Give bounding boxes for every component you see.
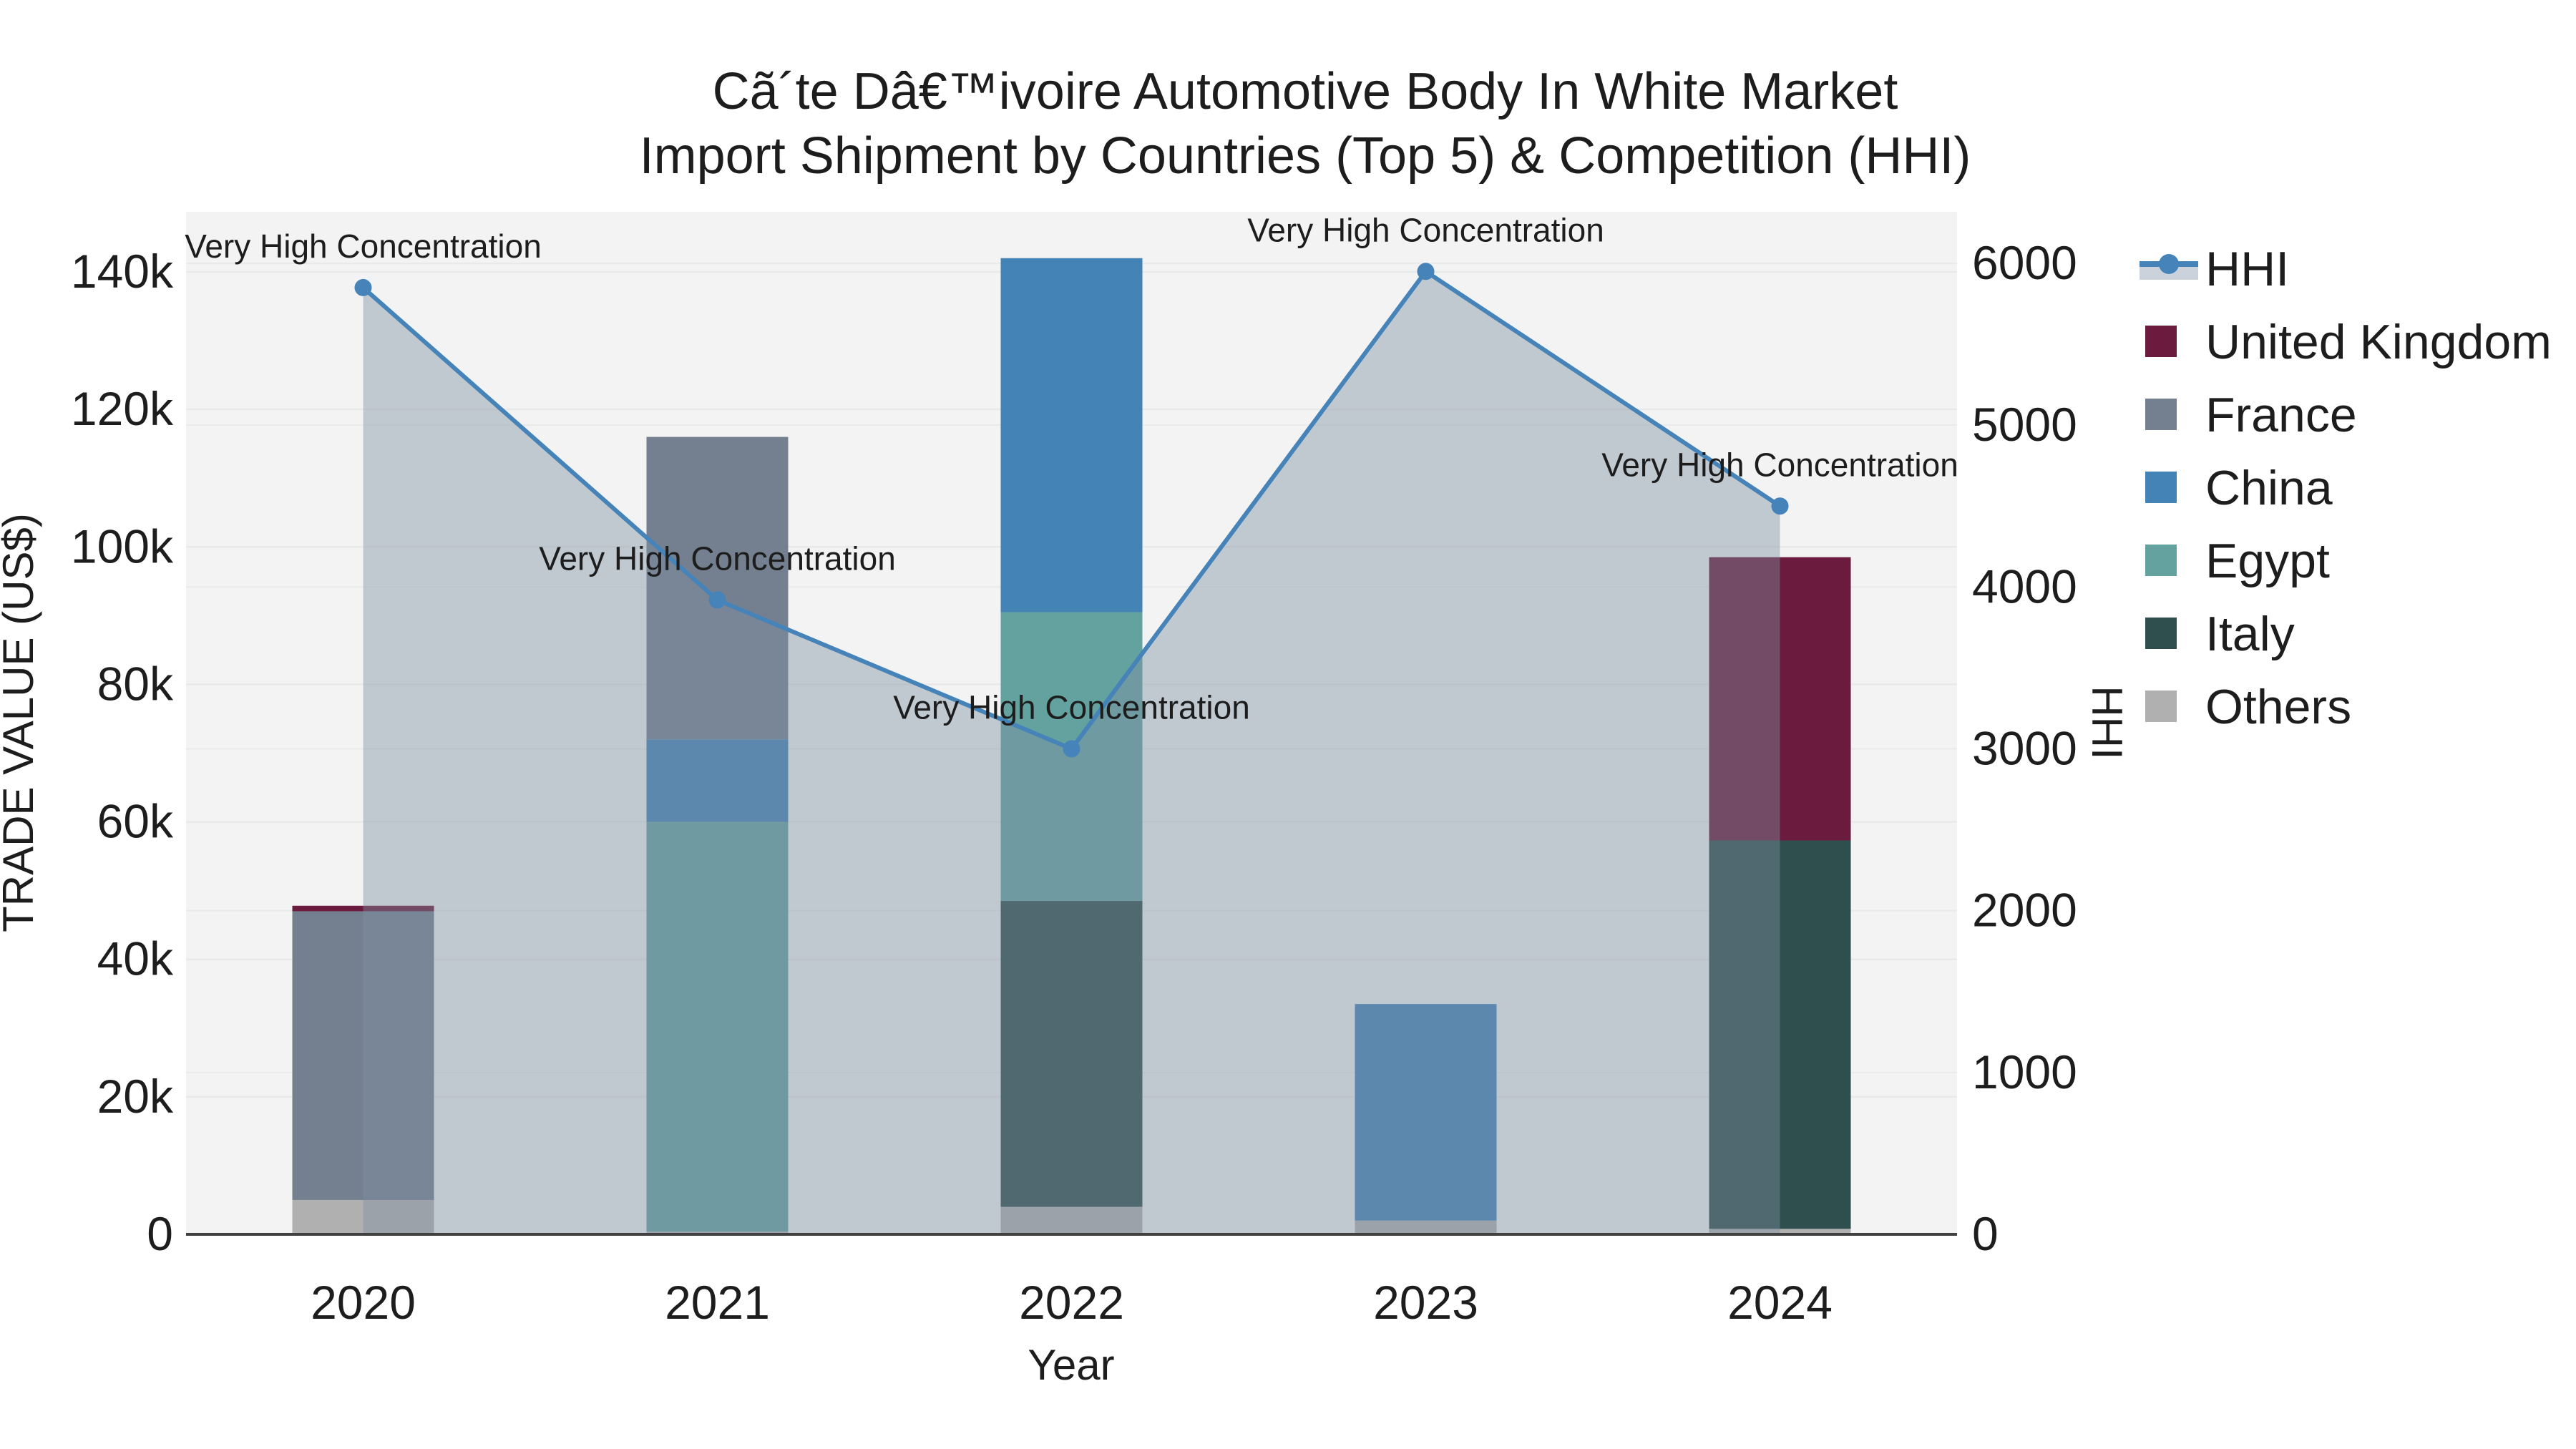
y-left-tick-label-60k: 60k	[97, 795, 174, 848]
legend-swatch-egypt	[2145, 545, 2177, 576]
legend-label-egypt: Egypt	[2205, 534, 2330, 588]
y-right-tick-label-3000: 3000	[1972, 722, 2077, 775]
annotation-2023: Very High Concentration	[1247, 211, 1604, 248]
bar-segment-united-kingdom-2024	[1709, 557, 1851, 841]
legend-item-china[interactable]: China	[2145, 461, 2333, 515]
bar-segment-china-2021	[646, 739, 789, 822]
bar-segment-egypt-2021	[646, 821, 789, 1232]
bar-segment-united-kingdom-2020	[292, 905, 434, 912]
bar-segment-others-2020	[292, 1199, 434, 1234]
annotations: Very High Concentration Very High Concent…	[185, 211, 1958, 726]
annotation-2021: Very High Concentration	[539, 540, 896, 577]
y-right-tick-label-2000: 2000	[1972, 884, 2077, 937]
legend-swatch-china	[2145, 472, 2177, 503]
legend-label-hhi: HHI	[2205, 242, 2289, 296]
annotation-2022: Very High Concentration	[893, 689, 1250, 726]
legend-item-italy[interactable]: Italy	[2145, 607, 2295, 661]
y-right-tick-label-6000: 6000	[1972, 236, 2077, 289]
hhi-marker-2022	[1063, 740, 1080, 758]
x-tick-label-2024: 2024	[1727, 1276, 1833, 1329]
legend-swatch-italy	[2145, 618, 2177, 649]
hhi-marker-2021	[708, 591, 726, 609]
x-tick-label-2020: 2020	[311, 1276, 416, 1329]
x-tick-label-2022: 2022	[1019, 1276, 1124, 1329]
legend-swatch-others	[2145, 691, 2177, 722]
legend-swatch-united-kingdom	[2145, 326, 2177, 357]
y-right-tick-label-1000: 1000	[1972, 1045, 2077, 1098]
legend-label-france: France	[2205, 388, 2357, 442]
y-right-tick-label-4000: 4000	[1972, 560, 2077, 613]
x-tick-label-2023: 2023	[1373, 1276, 1478, 1329]
y-right-tick-label-0: 0	[1972, 1207, 1999, 1260]
bar-segment-china-2023	[1355, 1004, 1497, 1221]
bar-segment-italy-2022	[1000, 901, 1143, 1207]
legend-swatch-france	[2145, 399, 2177, 430]
annotation-2020: Very High Concentration	[185, 228, 542, 265]
bar-stacks	[292, 258, 1851, 1234]
legend-item-egypt[interactable]: Egypt	[2145, 534, 2330, 588]
legend-hhi-marker-sample	[2159, 254, 2179, 274]
bar-segment-china-2022	[1000, 258, 1143, 613]
hhi-line-group	[354, 263, 1789, 758]
y-right-tick-labels: 0 1000 2000 3000 4000 5000 6000	[1972, 236, 2077, 1260]
hhi-marker-2020	[354, 278, 372, 296]
annotation-2024: Very High Concentration	[1601, 446, 1958, 483]
y-left-axis-title: TRADE VALUE (US$)	[0, 513, 42, 932]
bar-segment-france-2020	[292, 911, 434, 1200]
legend-label-china: China	[2205, 461, 2333, 515]
y-left-tick-label-20k: 20k	[97, 1070, 174, 1123]
x-axis-title: Year	[1028, 1341, 1114, 1389]
chart-title-line1: Cã´te Dâ€™ivoire Automotive Body In Whit…	[713, 63, 1898, 120]
bar-segment-others-2023	[1355, 1220, 1497, 1234]
hhi-marker-2024	[1771, 497, 1789, 515]
bar-segment-others-2024	[1709, 1229, 1851, 1234]
legend-item-united-kingdom[interactable]: United Kingdom	[2145, 315, 2552, 369]
chart-title-line2: Import Shipment by Countries (Top 5) & C…	[640, 127, 1971, 185]
legend-item-others[interactable]: Others	[2145, 680, 2351, 734]
y-left-tick-labels: 0 20k 40k 60k 80k 100k 120k 140k	[71, 245, 174, 1260]
y-right-axis-title: HHI	[2083, 686, 2131, 759]
y-left-tick-label-100k: 100k	[71, 519, 174, 572]
x-tick-label-2021: 2021	[665, 1276, 770, 1329]
legend-item-hhi[interactable]: HHI	[2140, 242, 2289, 296]
legend-label-others: Others	[2205, 680, 2351, 734]
x-tick-labels: 2020 2021 2022 2023 2024	[311, 1276, 1833, 1329]
legend: HHI United Kingdom France China Egypt Italy Ot…	[2140, 242, 2552, 734]
hhi-marker-2023	[1417, 263, 1435, 280]
bar-segment-france-2021	[646, 436, 789, 740]
legend-label-united-kingdom: United Kingdom	[2205, 315, 2552, 369]
bar-segment-italy-2024	[1709, 840, 1851, 1229]
legend-item-france[interactable]: France	[2145, 388, 2357, 442]
bar-segment-others-2022	[1000, 1206, 1143, 1234]
y-left-tick-label-40k: 40k	[97, 932, 174, 985]
y-left-tick-label-120k: 120k	[71, 382, 174, 435]
y-left-tick-label-80k: 80k	[97, 657, 174, 710]
legend-label-italy: Italy	[2205, 607, 2295, 661]
y-left-tick-label-140k: 140k	[71, 245, 174, 298]
y-left-tick-label-0: 0	[147, 1207, 173, 1260]
y-right-tick-label-5000: 5000	[1972, 398, 2077, 451]
